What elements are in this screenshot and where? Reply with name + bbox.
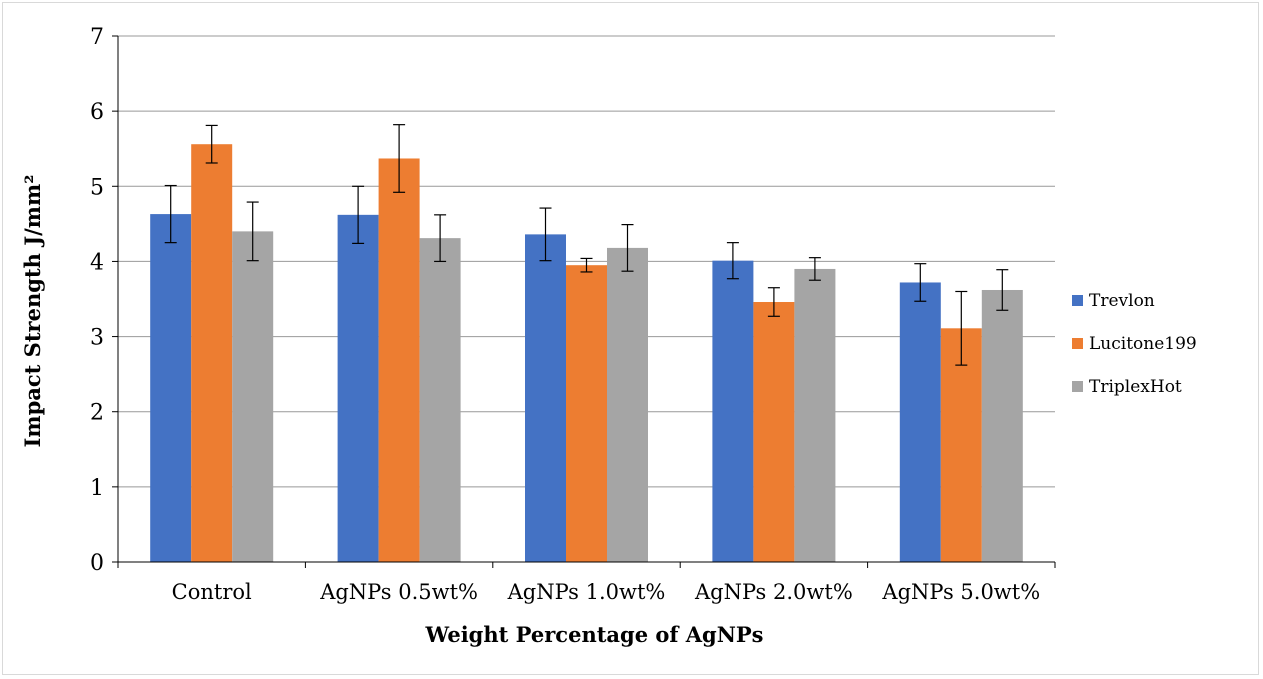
bar-lucitone199-4 [940, 328, 982, 562]
bar-trevlon-4 [899, 282, 941, 562]
bar-lucitone199-2 [566, 265, 607, 562]
bar-trevlon-0 [150, 214, 192, 563]
legend-swatch-trevlon [1072, 295, 1083, 306]
bar-triplexhot-1 [419, 238, 461, 563]
legend: Trevlon Lucitone199 TriplexHot [1072, 291, 1197, 397]
y-tick-label: 6 [90, 100, 104, 125]
y-tick-label: 5 [90, 175, 104, 200]
bar-lucitone199-0 [191, 144, 233, 562]
bar-triplexhot-4 [981, 289, 1023, 562]
legend-label-lucitone199: Lucitone199 [1089, 334, 1197, 354]
bar-trevlon-3 [712, 260, 754, 562]
bar-trevlon-2 [525, 234, 566, 562]
bar-trevlon-1 [337, 214, 379, 562]
y-tick-label: 1 [90, 476, 104, 501]
x-tick-label: AgNPs 5.0wt% [881, 580, 1040, 604]
y-tick-label: 2 [90, 401, 104, 426]
bar-triplexhot-3 [794, 268, 836, 562]
error-bars [164, 124, 1009, 366]
y-tick-label: 0 [90, 551, 104, 576]
bar-lucitone199-1 [378, 158, 420, 563]
x-tick-labels: Control AgNPs 0.5wt% AgNPs 1.0wt% AgNPs 2.0… [172, 580, 1041, 604]
y-tick-labels: 0 1 2 3 4 5 6 7 [90, 25, 104, 576]
y-tick-label: 3 [90, 326, 104, 351]
legend-label-triplexhot: TriplexHot [1089, 377, 1182, 397]
gridlines [118, 35, 1055, 488]
x-tick-label: AgNPs 0.5wt% [319, 580, 478, 604]
bar-lucitone199-3 [753, 302, 795, 562]
bar-triplexhot-0 [232, 231, 274, 562]
bars [150, 144, 1023, 563]
x-axis-title: Weight Percentage of AgNPs [424, 622, 763, 647]
legend-label-trevlon: Trevlon [1089, 291, 1155, 311]
y-tick-label: 4 [90, 250, 104, 275]
bar-triplexhot-2 [607, 247, 648, 562]
legend-swatch-triplexhot [1072, 381, 1083, 392]
y-axis-title: Impact Strength J/mm² [20, 175, 45, 448]
axes [112, 35, 1056, 568]
x-tick-label: AgNPs 2.0wt% [694, 580, 853, 604]
x-tick-label: AgNPs 1.0wt% [507, 580, 666, 604]
legend-swatch-lucitone199 [1072, 338, 1083, 349]
y-tick-label: 7 [90, 25, 104, 50]
x-tick-label: Control [172, 580, 252, 604]
